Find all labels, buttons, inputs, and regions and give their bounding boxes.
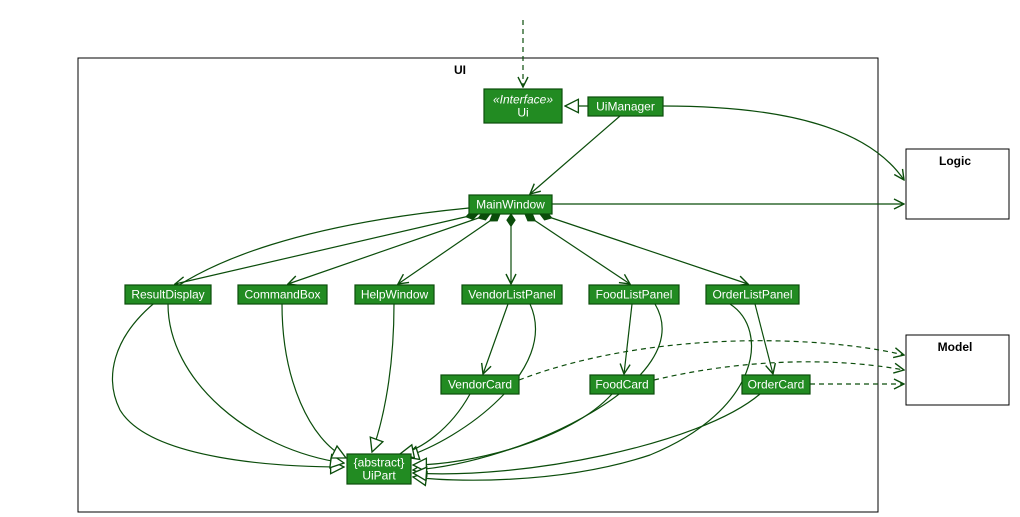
edge-e-mw-olp: [540, 214, 748, 284]
edge-e-mw-help: [398, 214, 500, 284]
node-ui: «Interface»Ui: [484, 89, 562, 123]
node-ordercard: OrderCard: [742, 375, 810, 394]
node-resultdisplay: ResultDisplay: [125, 285, 211, 304]
node-commandbox: CommandBox: [238, 285, 327, 304]
edge-e-mw-cmd: [288, 214, 490, 284]
edge-e-mw-flp: [525, 214, 630, 284]
edge-e-mw-result: [175, 214, 478, 284]
node-label: VendorCard: [448, 378, 512, 392]
node-label: FoodListPanel: [596, 288, 673, 302]
uml-diagram: UI Logic Model «Interface»Ui UiManager MainW…: [0, 0, 1020, 517]
package-label: Model: [938, 340, 973, 354]
node-label: ResultDisplay: [131, 288, 204, 302]
node-foodlistpanel: FoodListPanel: [589, 285, 679, 304]
edge-e-vc-model: [519, 341, 904, 380]
node-label: OrderListPanel: [712, 288, 792, 302]
edge-e-result-uipart: [168, 304, 344, 463]
node-label: FoodCard: [595, 378, 648, 392]
edge-e-mw-uipart: [113, 208, 469, 467]
node-helpwindow: HelpWindow: [355, 285, 434, 304]
node-label: UiManager: [596, 100, 655, 114]
node-label: CommandBox: [244, 288, 320, 302]
node-vendorcard: VendorCard: [441, 375, 519, 394]
edge-e-help-uipart: [372, 304, 394, 452]
node-orderlistpanel: OrderListPanel: [706, 285, 799, 304]
node-label: HelpWindow: [361, 288, 429, 302]
node-label: «Interface»: [493, 93, 553, 107]
edge-e-flp-fc: [624, 304, 632, 374]
node-uipart: {abstract}UiPart: [347, 454, 411, 484]
node-foodcard: FoodCard: [590, 375, 654, 394]
node-label: VendorListPanel: [468, 288, 555, 302]
node-label: OrderCard: [748, 378, 805, 392]
edge-e-cmd-uipart: [282, 304, 346, 458]
package-label: UI: [454, 63, 466, 77]
edge-e-uimgr-mw: [530, 116, 620, 194]
node-mainwindow: MainWindow: [469, 195, 552, 214]
node-label: {abstract}: [354, 456, 405, 470]
node-label: UiPart: [362, 469, 396, 483]
node-label: Ui: [517, 106, 528, 120]
package-label: Logic: [939, 154, 971, 168]
edge-e-uimgr-logic: [663, 106, 904, 180]
node-vendorlistpanel: VendorListPanel: [462, 285, 562, 304]
node-uimanager: UiManager: [588, 97, 663, 116]
edge-e-vlp-vc: [483, 304, 508, 374]
node-label: MainWindow: [476, 198, 545, 212]
